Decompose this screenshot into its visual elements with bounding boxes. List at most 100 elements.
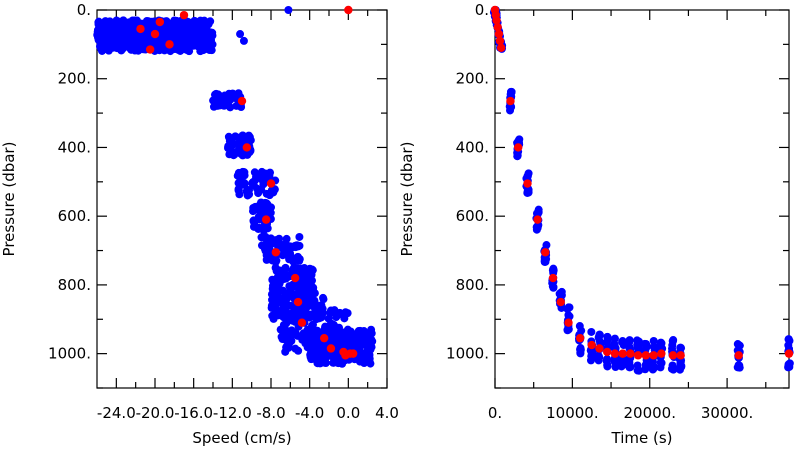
sample-point [96,42,105,51]
left-y-tick-label: 400. [58,138,91,156]
right-y-tick-label: 800. [456,276,489,294]
sample-point [625,336,634,345]
sample-point [240,171,249,180]
sample-point [563,325,572,334]
sample-point [557,287,566,296]
sample-point [265,245,274,254]
mean-point [633,351,643,360]
sample-point [124,32,133,41]
right-y-axis-label: Pressure (dbar) [398,142,416,257]
sample-point [214,95,223,104]
mean-point [602,347,612,357]
sample-point [115,35,124,44]
sample-point [642,342,651,351]
sample-point [271,263,280,272]
left-x-tick-label: 4.0 [375,404,399,422]
sample-point [146,18,155,27]
mean-point [595,344,604,353]
speed-pressure-panel: 0. 200. 400. 600. 800. 1000. -24.0 -20.0 -16.0 -1… [0,1,399,447]
sample-point [94,17,103,26]
sample-point [283,272,292,281]
sample-point [245,136,254,145]
sample-point [250,168,259,177]
right-mean-points [490,5,794,360]
left-x-tick-label: -20.0 [136,404,175,422]
sample-point [170,17,179,26]
sample-point [113,42,122,51]
sample-point [784,360,793,369]
sample-point [310,289,319,298]
mean-point [496,43,506,52]
sample-point [524,188,533,197]
sample-point [603,332,612,341]
mean-point [242,143,252,152]
sample-point [340,314,349,323]
sample-point [366,344,375,353]
mean-point [506,96,515,106]
sample-point [291,317,300,326]
mean-point [348,349,358,358]
sample-point [282,234,291,243]
mean-point [492,16,501,25]
sample-point [197,34,206,43]
sample-point [272,291,281,300]
sample-point [238,132,247,141]
sample-point [649,336,658,345]
right-x-tick-label: 20000. [623,404,676,422]
left-y-axis-label: Pressure (dbar) [0,142,18,257]
sample-point [668,337,677,346]
sample-point [319,293,328,302]
right-y-tick-label: 1000. [446,345,489,363]
sample-point [332,311,341,320]
mean-point [290,273,300,283]
right-sample-points [489,6,794,375]
right-y-tick-label: 200. [456,70,489,88]
left-x-tick-label: 0.0 [336,404,360,422]
left-y-tick-label: 200. [58,70,91,88]
sample-point [213,101,222,110]
mean-point [668,351,678,360]
sample-point [201,19,210,28]
sample-point [295,256,304,265]
sample-point [281,263,290,272]
sample-point [278,299,287,308]
sample-point [286,301,295,310]
sample-point [308,266,317,275]
mean-point [587,340,596,350]
sample-point [130,42,139,51]
sample-point [330,352,339,361]
sample-point [188,35,197,44]
sample-point [93,33,102,42]
mean-point [341,351,350,360]
sample-point [107,19,116,28]
sample-point [734,361,743,370]
sample-point [262,251,271,260]
mean-point [179,10,189,20]
mean-point [145,45,155,54]
sample-point [587,327,596,336]
sample-point [657,359,666,368]
right-y-tick-label: 600. [456,207,489,225]
left-plot-frame [96,9,388,389]
mean-point [556,297,565,307]
sample-point [116,27,125,36]
sample-point [595,353,604,362]
sample-point [288,280,297,289]
sample-point [177,36,186,45]
mean-point [319,333,329,343]
sample-point [284,343,293,352]
sample-point [157,33,166,42]
right-x-tick-label: 0. [488,404,502,422]
sample-point [122,25,131,34]
sample-point [533,208,542,217]
mean-point [493,22,502,32]
mean-point [548,273,558,283]
sample-point [284,6,293,14]
mean-point [237,96,247,106]
sample-point [291,243,300,252]
sample-point [234,89,243,98]
sample-point [634,341,643,350]
sample-point [278,251,287,260]
left-axis-ticks: 0. 200. 400. 600. 800. 1000. -24.0 -20.0 -16.0 -1… [48,1,399,422]
